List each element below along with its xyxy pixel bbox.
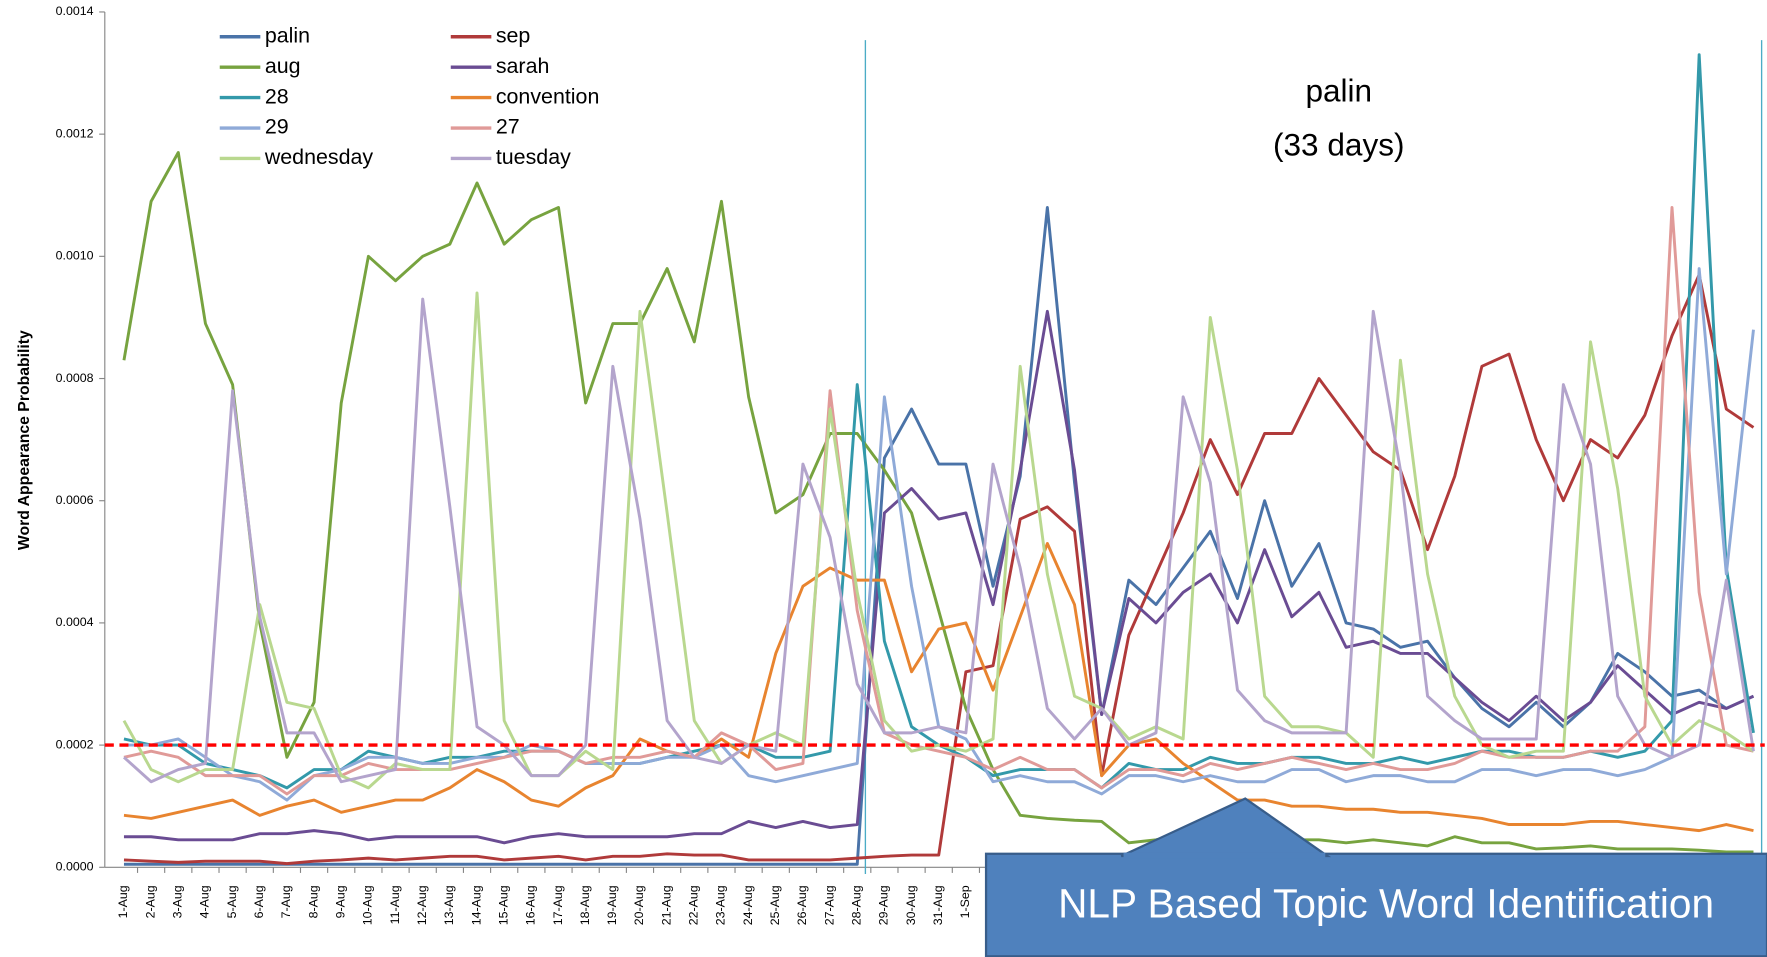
x-tick-label: 17-Aug — [551, 885, 565, 925]
x-tick-label: 10-Aug — [361, 885, 375, 925]
y-tick-label: 0.0002 — [56, 737, 94, 751]
y-tick-label: 0.0008 — [56, 371, 94, 385]
x-tick-label: 3-Aug — [171, 885, 185, 918]
series-line — [123, 309, 1755, 845]
x-tick-label: 9-Aug — [333, 885, 347, 918]
series-line — [123, 205, 1754, 796]
legend-label: 29 — [265, 115, 289, 139]
x-tick-label: 24-Aug — [741, 885, 755, 925]
legend-label: wednesday — [264, 145, 374, 169]
series-line — [123, 542, 1754, 833]
legend-label: tuesday — [496, 145, 571, 169]
x-tick-label: 8-Aug — [306, 885, 320, 918]
x-tick-label: 22-Aug — [687, 885, 701, 925]
x-tick-label: 12-Aug — [415, 885, 429, 925]
x-tick-label: 26-Aug — [795, 885, 809, 925]
y-tick-label: 0.0006 — [56, 493, 94, 507]
series-line — [122, 297, 1755, 784]
x-tick-label: 27-Aug — [822, 885, 836, 925]
x-tick-label: 19-Aug — [605, 885, 619, 925]
series-line — [122, 151, 1754, 854]
y-tick-label: 0.0000 — [56, 860, 94, 874]
callout-joint — [1123, 852, 1326, 859]
x-tick-label: 25-Aug — [768, 885, 782, 925]
legend-label: sep — [496, 23, 531, 47]
x-tick-label: 16-Aug — [524, 885, 538, 925]
x-tick-label: 21-Aug — [659, 885, 673, 925]
x-tick-label: 31-Aug — [931, 885, 945, 925]
legend-label: 27 — [496, 115, 520, 139]
legend-label: convention — [496, 84, 600, 108]
legend-label: aug — [265, 54, 301, 78]
x-tick-label: 7-Aug — [279, 885, 293, 918]
y-axis-label: Word Appearance Probability — [16, 330, 33, 550]
annotation-sub: (33 days) — [1273, 127, 1405, 163]
callout-text: NLP Based Topic Word Identification — [1058, 880, 1714, 926]
legend-label: sarah — [496, 54, 550, 78]
x-tick-label: 14-Aug — [469, 885, 483, 925]
series-line — [122, 291, 1755, 790]
callout-box — [984, 852, 1767, 957]
series-line — [123, 273, 1755, 866]
x-tick-label: 5-Aug — [225, 885, 239, 918]
y-tick-label: 0.0010 — [56, 249, 94, 263]
x-tick-label: 28-Aug — [850, 885, 864, 925]
x-tick-label: 23-Aug — [714, 885, 728, 925]
annotation: palin — [1305, 72, 1372, 108]
x-tick-label: 18-Aug — [578, 885, 592, 925]
x-tick-label: 29-Aug — [877, 885, 891, 925]
legend-label: 28 — [265, 84, 289, 108]
x-tick-label: 1-Sep — [958, 885, 972, 918]
y-tick-label: 0.0012 — [56, 126, 94, 140]
legend-label: palin — [265, 23, 310, 47]
x-tick-label: 2-Aug — [143, 885, 157, 918]
x-tick-label: 4-Aug — [198, 885, 212, 918]
x-tick-label: 6-Aug — [252, 885, 266, 918]
x-tick-label: 30-Aug — [904, 885, 918, 925]
x-tick-label: 1-Aug — [116, 885, 130, 918]
x-tick-label: 13-Aug — [442, 885, 456, 925]
x-tick-label: 15-Aug — [496, 885, 510, 925]
y-tick-label: 0.0014 — [56, 4, 94, 18]
y-tick-label: 0.0004 — [56, 615, 94, 629]
x-tick-label: 20-Aug — [632, 885, 646, 925]
x-tick-label: 11-Aug — [388, 885, 402, 924]
series-line — [123, 205, 1755, 866]
